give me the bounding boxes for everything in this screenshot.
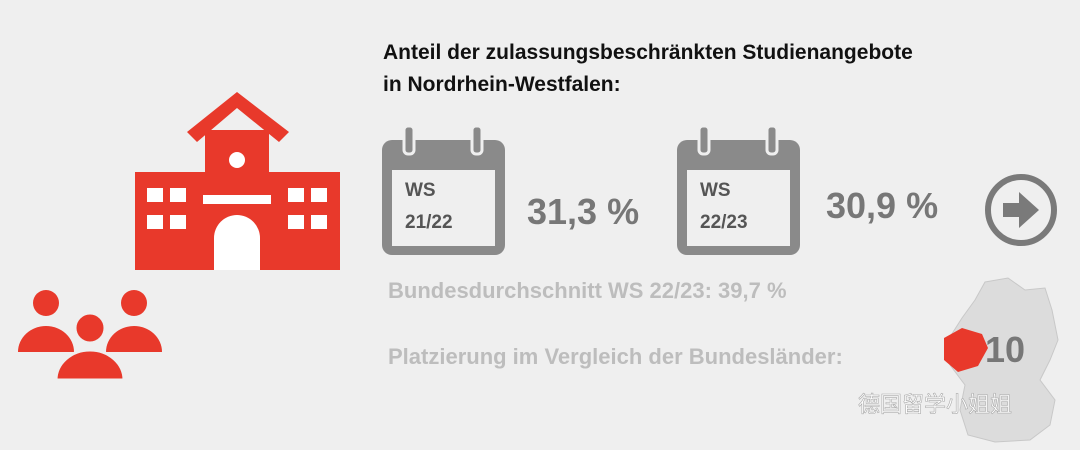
calendar-icon bbox=[382, 124, 505, 255]
calendar-semester: 22/23 bbox=[700, 212, 748, 233]
title-line: Anteil der zulassungsbeschränkten Studie… bbox=[383, 41, 913, 64]
people-icon bbox=[18, 290, 162, 382]
calendar-icon bbox=[677, 124, 800, 255]
germany-map bbox=[944, 277, 1059, 443]
calendar-label: WS bbox=[700, 180, 731, 201]
ranking-label: Platzierung im Vergleich der Bundeslände… bbox=[388, 344, 843, 369]
calendar-semester: 21/22 bbox=[405, 212, 453, 233]
title-line: in Nordrhein-Westfalen: bbox=[383, 73, 621, 96]
watermark: 德国留学小姐姐 bbox=[858, 392, 1012, 417]
arrow-icon bbox=[985, 174, 1057, 246]
calendar-label: WS bbox=[405, 180, 436, 201]
period-value: 30,9 % bbox=[826, 185, 938, 226]
school-icon bbox=[135, 92, 340, 270]
ranking-value: 10 bbox=[985, 329, 1025, 370]
period-value: 31,3 % bbox=[527, 191, 639, 232]
national-average: Bundesdurchschnitt WS 22/23: 39,7 % bbox=[388, 278, 787, 303]
